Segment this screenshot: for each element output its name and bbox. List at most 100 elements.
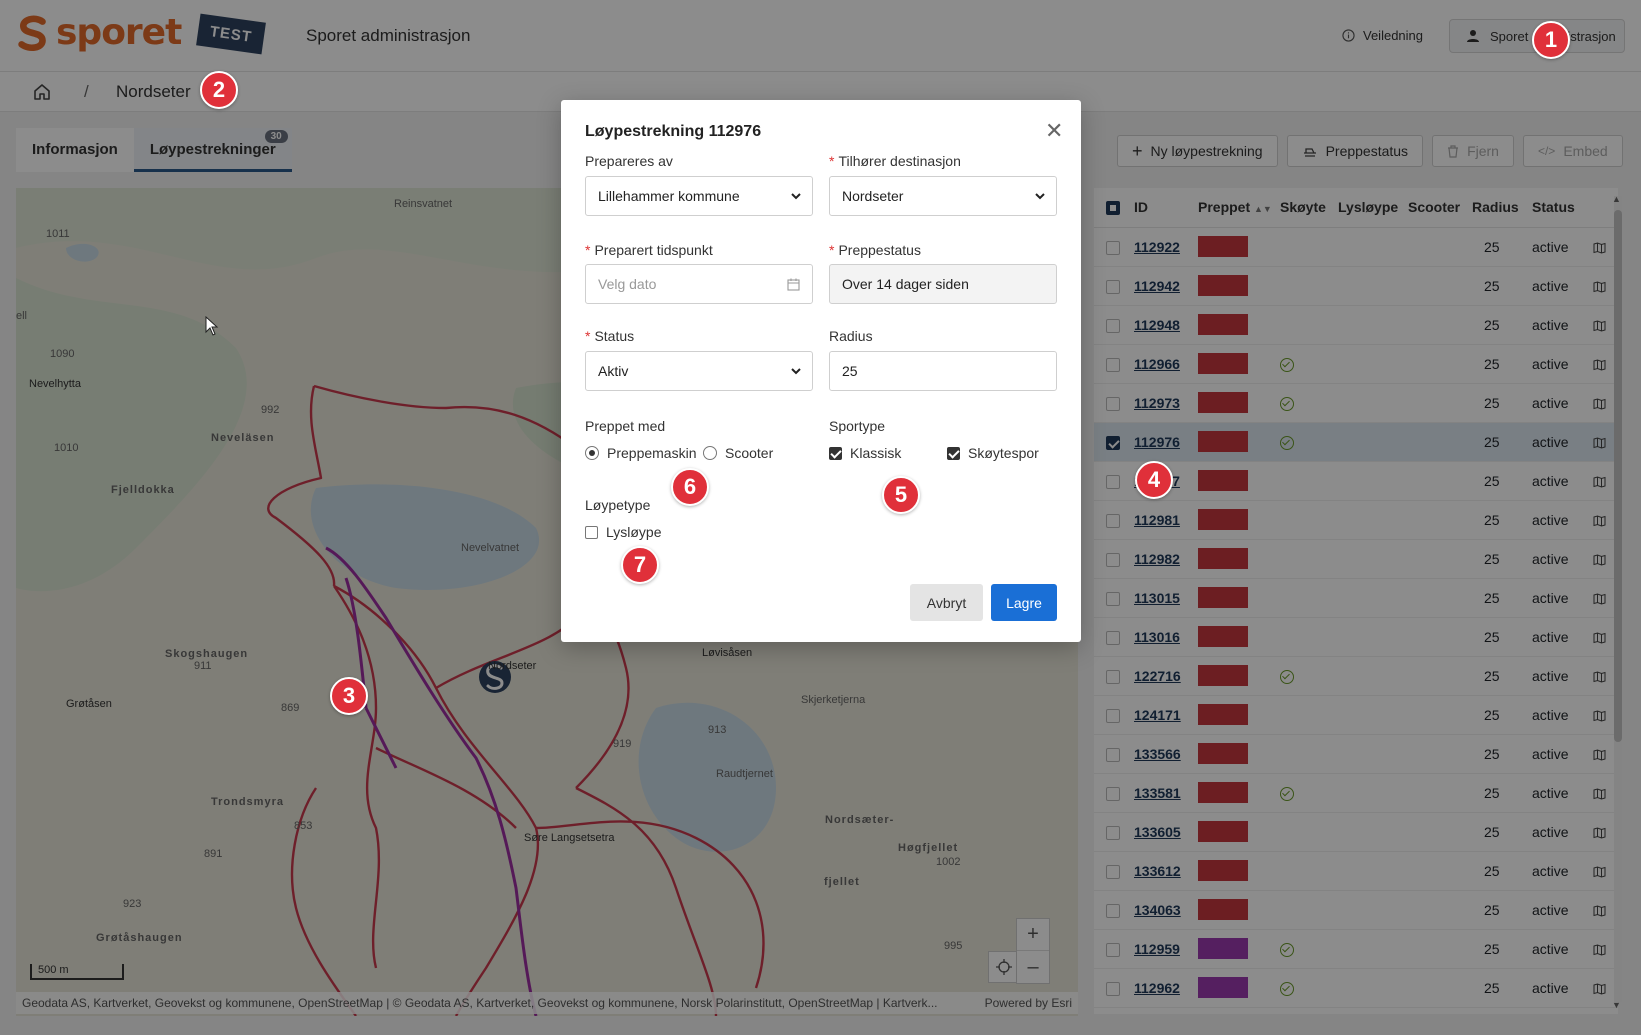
row-id-link[interactable]: 112973 bbox=[1134, 394, 1180, 411]
map-icon[interactable] bbox=[1593, 944, 1606, 956]
radius-input[interactable]: 25 bbox=[829, 351, 1057, 391]
row-select-cell[interactable] bbox=[1094, 266, 1128, 306]
col-header-status[interactable]: Status bbox=[1526, 188, 1618, 228]
row-id-link[interactable]: 112976 bbox=[1134, 433, 1180, 450]
row-checkbox[interactable] bbox=[1106, 513, 1120, 528]
row-select-cell[interactable] bbox=[1094, 851, 1128, 891]
map-icon[interactable] bbox=[1593, 359, 1606, 371]
close-icon[interactable]: ✕ bbox=[1045, 118, 1064, 143]
radio-scooter-dot[interactable] bbox=[703, 446, 717, 460]
row-select-cell[interactable] bbox=[1094, 968, 1128, 1008]
row-checkbox[interactable] bbox=[1106, 474, 1120, 489]
checkbox-lysloype-box[interactable] bbox=[585, 525, 598, 539]
select-all-checkbox[interactable] bbox=[1106, 201, 1120, 216]
map-icon[interactable] bbox=[1593, 749, 1606, 761]
destination-select[interactable]: Nordseter bbox=[829, 176, 1057, 216]
row-id-cell[interactable]: 112962 bbox=[1128, 968, 1192, 1008]
row-checkbox[interactable] bbox=[1106, 552, 1120, 567]
prep-status-button[interactable]: Preppestatus bbox=[1286, 135, 1424, 167]
table-row[interactable]: 112942 25 active bbox=[1094, 266, 1618, 306]
table-row[interactable]: 133605 25 active bbox=[1094, 812, 1618, 852]
table-row[interactable]: 134063 25 active bbox=[1094, 890, 1618, 930]
table-row[interactable]: 112973 25 active bbox=[1094, 383, 1618, 423]
row-checkbox[interactable] bbox=[1106, 747, 1120, 762]
row-checkbox[interactable] bbox=[1106, 825, 1120, 840]
row-id-cell[interactable]: 112942 bbox=[1128, 266, 1192, 306]
row-select-cell[interactable] bbox=[1094, 890, 1128, 930]
map-icon[interactable] bbox=[1593, 827, 1606, 839]
row-id-link[interactable]: 112959 bbox=[1134, 940, 1180, 957]
table-row[interactable]: 112982 25 active bbox=[1094, 539, 1618, 579]
table-row[interactable]: 112959 25 active bbox=[1094, 929, 1618, 969]
row-id-cell[interactable]: 112981 bbox=[1128, 500, 1192, 540]
row-checkbox[interactable] bbox=[1106, 981, 1120, 996]
col-header-skoyte[interactable]: Skøyte bbox=[1274, 188, 1332, 228]
row-checkbox[interactable] bbox=[1106, 903, 1120, 918]
row-id-cell[interactable]: 112966 bbox=[1128, 344, 1192, 384]
row-id-cell[interactable]: 133581 bbox=[1128, 773, 1192, 813]
radio-scooter[interactable]: Scooter bbox=[703, 445, 773, 461]
row-select-cell[interactable] bbox=[1094, 695, 1128, 735]
map-icon[interactable] bbox=[1593, 242, 1606, 254]
map-icon[interactable] bbox=[1593, 710, 1606, 722]
row-checkbox[interactable] bbox=[1106, 357, 1120, 372]
row-select-cell[interactable] bbox=[1094, 929, 1128, 969]
row-id-cell[interactable]: 112948 bbox=[1128, 305, 1192, 345]
zoom-in-button[interactable]: + bbox=[1017, 919, 1049, 951]
row-id-cell[interactable]: 112973 bbox=[1128, 383, 1192, 423]
table-row[interactable]: 113016 25 active bbox=[1094, 617, 1618, 657]
row-select-cell[interactable] bbox=[1094, 734, 1128, 774]
row-select-cell[interactable] bbox=[1094, 422, 1128, 462]
row-id-cell[interactable]: 124171 bbox=[1128, 695, 1192, 735]
save-button[interactable]: Lagre bbox=[991, 584, 1057, 621]
row-select-cell[interactable] bbox=[1094, 773, 1128, 813]
table-row[interactable]: 112922 25 active bbox=[1094, 227, 1618, 267]
row-id-link[interactable]: 122716 bbox=[1134, 667, 1181, 684]
col-header-preppet[interactable]: Preppet ▲▼ bbox=[1192, 188, 1274, 228]
row-checkbox[interactable] bbox=[1106, 864, 1120, 879]
row-id-cell[interactable]: 133605 bbox=[1128, 812, 1192, 852]
row-id-cell[interactable]: 113015 bbox=[1128, 578, 1192, 618]
row-id-link[interactable]: 133581 bbox=[1134, 784, 1181, 801]
col-header-scooter[interactable]: Scooter bbox=[1402, 188, 1466, 228]
row-checkbox[interactable] bbox=[1106, 786, 1120, 801]
col-header-lysloype[interactable]: Lysløype bbox=[1332, 188, 1402, 228]
help-link[interactable]: Veiledning bbox=[1342, 28, 1423, 43]
row-select-cell[interactable] bbox=[1094, 305, 1128, 345]
scroll-up-arrow[interactable]: ▲ bbox=[1612, 194, 1621, 204]
map-icon[interactable] bbox=[1593, 320, 1606, 332]
row-id-link[interactable]: 113016 bbox=[1134, 628, 1180, 645]
checkbox-skoytespor[interactable]: Skøytespor bbox=[947, 445, 1039, 461]
row-id-link[interactable]: 112966 bbox=[1134, 355, 1180, 372]
row-checkbox[interactable] bbox=[1106, 591, 1120, 606]
row-select-cell[interactable] bbox=[1094, 383, 1128, 423]
map-icon[interactable] bbox=[1593, 437, 1606, 449]
map-icon[interactable] bbox=[1593, 632, 1606, 644]
status-select[interactable]: Aktiv bbox=[585, 351, 813, 391]
radio-preppemaskin[interactable]: Preppemaskin bbox=[585, 445, 697, 461]
row-checkbox[interactable] bbox=[1106, 240, 1120, 255]
row-id-link[interactable]: 133566 bbox=[1134, 745, 1181, 762]
map-icon[interactable] bbox=[1593, 593, 1606, 605]
row-select-cell[interactable] bbox=[1094, 227, 1128, 267]
row-checkbox[interactable] bbox=[1106, 708, 1120, 723]
row-id-cell[interactable]: 122716 bbox=[1128, 656, 1192, 696]
row-id-link[interactable]: 134063 bbox=[1134, 901, 1181, 918]
new-trail-button[interactable]: + Ny løypestrekning bbox=[1117, 135, 1278, 167]
prepared-time-input[interactable]: Velg dato bbox=[585, 264, 813, 304]
checkbox-skoytespor-box[interactable] bbox=[947, 446, 960, 460]
table-row[interactable]: 133566 25 active bbox=[1094, 734, 1618, 774]
row-id-link[interactable]: 112962 bbox=[1134, 979, 1180, 996]
cancel-button[interactable]: Avbryt bbox=[910, 584, 983, 621]
checkbox-klassisk[interactable]: Klassisk bbox=[829, 445, 901, 461]
col-header-radius[interactable]: Radius bbox=[1466, 188, 1526, 228]
map-icon[interactable] bbox=[1593, 671, 1606, 683]
row-checkbox[interactable] bbox=[1106, 942, 1120, 957]
map-icon[interactable] bbox=[1593, 905, 1606, 917]
table-row[interactable]: 122716 25 active bbox=[1094, 656, 1618, 696]
row-id-link[interactable]: 112922 bbox=[1134, 238, 1180, 255]
row-select-cell[interactable] bbox=[1094, 617, 1128, 657]
embed-button[interactable]: </> Embed bbox=[1522, 135, 1623, 167]
row-id-cell[interactable]: 112976 bbox=[1128, 422, 1192, 462]
row-select-cell[interactable] bbox=[1094, 812, 1128, 852]
